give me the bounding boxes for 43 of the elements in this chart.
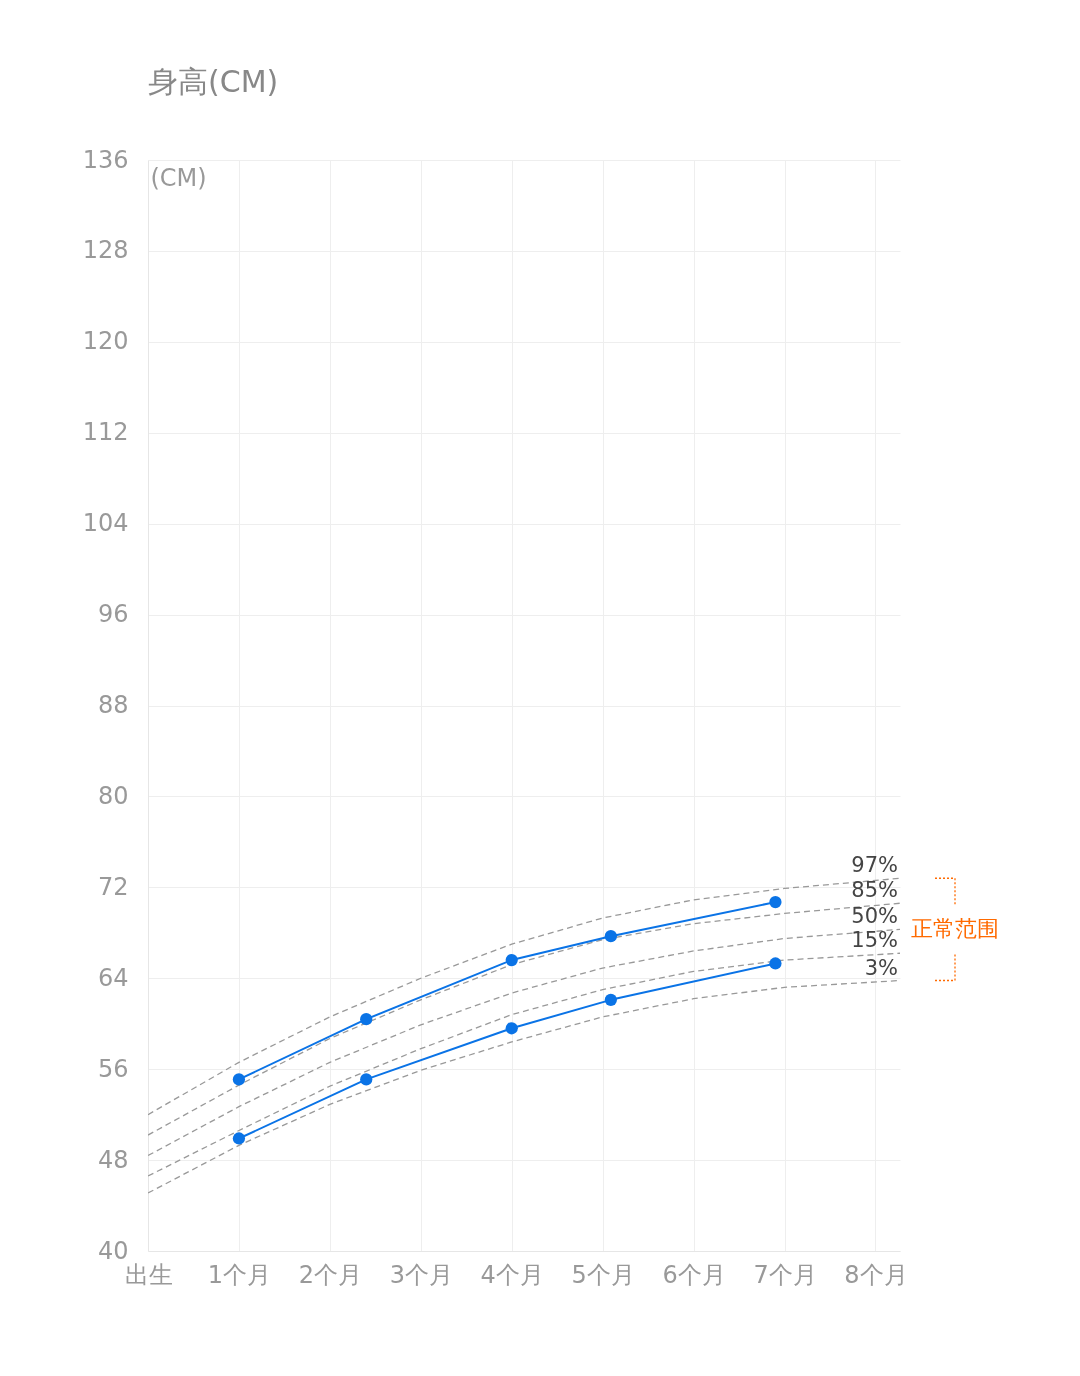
point <box>769 896 782 909</box>
x-tick-label: 6个月 <box>662 1260 726 1289</box>
y-tick-label: 96 <box>97 600 129 629</box>
line-series <box>148 928 900 1157</box>
x-tick-label: 2个月 <box>298 1260 362 1289</box>
line-series <box>148 979 900 1194</box>
y-tick-label: 128 <box>82 236 129 265</box>
point <box>604 993 617 1006</box>
x-tick-label: 3个月 <box>389 1260 453 1289</box>
x-tick-label: 7个月 <box>753 1260 817 1289</box>
y-tick-label: 136 <box>82 145 129 174</box>
y-axis-title: (CM) <box>150 163 207 192</box>
series-label: 15% <box>851 928 898 953</box>
series-label: 97% <box>851 853 898 878</box>
point <box>232 1132 246 1145</box>
line-series <box>148 877 900 1116</box>
y-tick-label: 56 <box>97 1054 129 1083</box>
point <box>360 1013 373 1026</box>
y-tick-label: 48 <box>97 1145 129 1174</box>
y-tick-label: 120 <box>82 327 129 356</box>
series-label: 3% <box>864 955 898 980</box>
chart-title: 身高(CM) <box>148 64 279 99</box>
point <box>505 953 518 967</box>
point <box>232 1073 246 1086</box>
y-tick-label: 112 <box>82 418 129 447</box>
y-tick-label: 64 <box>97 963 129 992</box>
point <box>604 930 617 943</box>
y-tick-label: 104 <box>82 509 129 538</box>
text: 正常范围 <box>911 916 999 942</box>
y-tick-label: 72 <box>97 872 129 901</box>
x-tick-label: 4个月 <box>480 1260 544 1289</box>
x-tick-label: 8个月 <box>844 1260 908 1289</box>
series-label: 85% <box>851 878 898 903</box>
point <box>360 1073 373 1086</box>
point <box>769 957 782 970</box>
x-tick-label: 1个月 <box>207 1260 272 1289</box>
y-tick-label: 88 <box>97 691 129 719</box>
line-series <box>148 902 900 1136</box>
line-series <box>148 952 900 1177</box>
series-label: 50% <box>851 904 898 929</box>
y-tick-label: 80 <box>97 781 129 810</box>
x-tick-label: 5个月 <box>571 1260 635 1289</box>
point <box>505 1022 518 1035</box>
